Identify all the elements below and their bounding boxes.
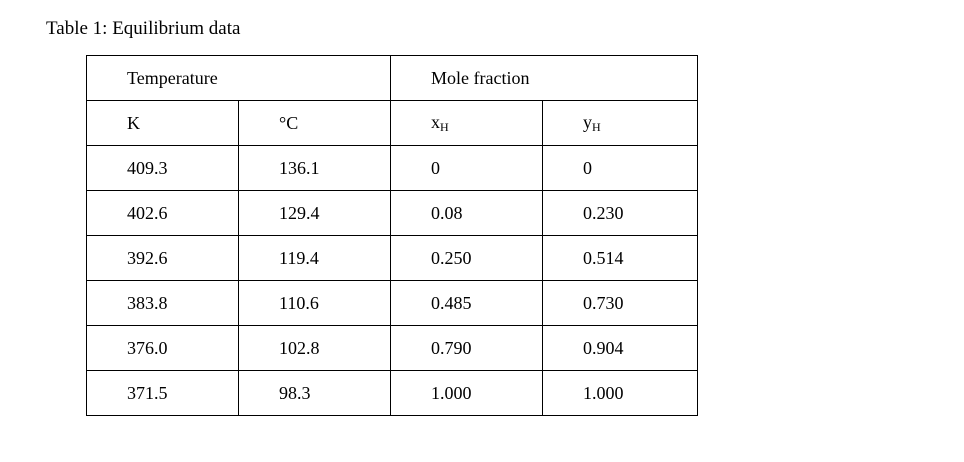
table-body: Temperature Mole fraction K °C xH yH 409…: [86, 55, 698, 416]
group-header: Temperature: [86, 55, 391, 101]
symbol: y: [583, 111, 592, 132]
data-cell: 110.6: [238, 280, 391, 326]
data-cell: 0.485: [390, 280, 543, 326]
data-cell: 0.904: [542, 325, 698, 371]
data-cell: 102.8: [238, 325, 391, 371]
data-table: Temperature Mole fraction K °C xH yH 409…: [86, 55, 698, 416]
data-cell: 0: [542, 145, 698, 191]
data-cell: 0.08: [390, 190, 543, 236]
data-cell: 98.3: [238, 370, 391, 416]
unit-header-row: K °C xH yH: [86, 100, 698, 146]
data-cell: 1.000: [390, 370, 543, 416]
data-cell: 0.250: [390, 235, 543, 281]
fraction-header: yH: [542, 100, 698, 146]
fraction-header: xH: [390, 100, 543, 146]
data-cell: 392.6: [86, 235, 239, 281]
data-cell: 371.5: [86, 370, 239, 416]
group-header-row: Temperature Mole fraction: [86, 55, 698, 101]
data-cell: 376.0: [86, 325, 239, 371]
data-cell: 0.730: [542, 280, 698, 326]
unit-header: °C: [238, 100, 391, 146]
subscript: H: [440, 119, 449, 134]
data-cell: 0: [390, 145, 543, 191]
data-cell: 1.000: [542, 370, 698, 416]
data-row: 371.5 98.3 1.000 1.000: [86, 370, 698, 416]
data-cell: 0.790: [390, 325, 543, 371]
data-cell: 0.514: [542, 235, 698, 281]
data-row: 376.0 102.8 0.790 0.904: [86, 325, 698, 371]
data-row: 392.6 119.4 0.250 0.514: [86, 235, 698, 281]
data-cell: 409.3: [86, 145, 239, 191]
data-cell: 0.230: [542, 190, 698, 236]
data-cell: 383.8: [86, 280, 239, 326]
group-header: Mole fraction: [390, 55, 698, 101]
data-cell: 129.4: [238, 190, 391, 236]
subscript: H: [592, 119, 601, 134]
data-row: 383.8 110.6 0.485 0.730: [86, 280, 698, 326]
data-row: 402.6 129.4 0.08 0.230: [86, 190, 698, 236]
table-caption: Table 1: Equilibrium data: [46, 18, 241, 39]
data-cell: 136.1: [238, 145, 391, 191]
data-cell: 119.4: [238, 235, 391, 281]
symbol: x: [431, 111, 440, 132]
data-cell: 402.6: [86, 190, 239, 236]
data-row: 409.3 136.1 0 0: [86, 145, 698, 191]
unit-header: K: [86, 100, 239, 146]
